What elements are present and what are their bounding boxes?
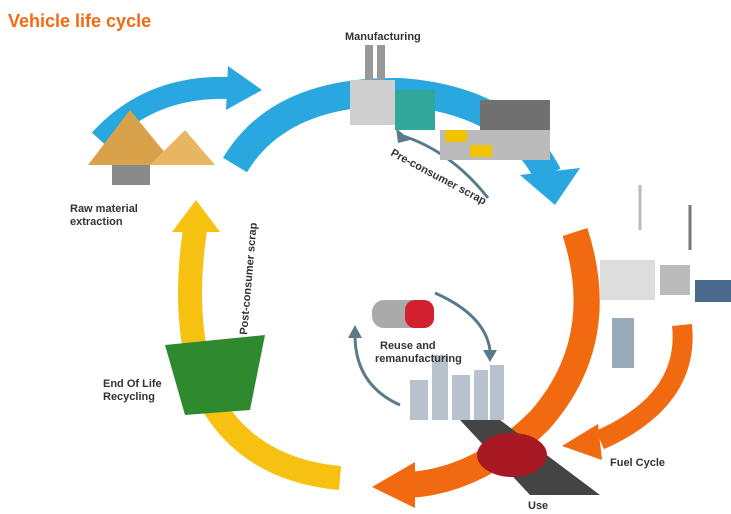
node-label: Recycling	[103, 391, 155, 403]
node-label: Reuse and	[380, 340, 436, 352]
node-label: End Of Life	[103, 378, 162, 390]
node-label: Manufacturing	[345, 31, 421, 43]
node-label: Post-consumer scrap	[238, 222, 260, 335]
diagram: Vehicle life cycle	[0, 0, 731, 514]
node-label: Raw material	[70, 203, 138, 215]
node-label: extraction	[70, 216, 123, 228]
node-label: remanufacturing	[375, 353, 462, 365]
bin	[165, 335, 265, 415]
energy	[600, 185, 731, 368]
node-label: Fuel Cycle	[610, 457, 665, 469]
reuse-car	[372, 300, 434, 328]
node-label: Use	[528, 500, 548, 512]
title: Vehicle life cycle	[8, 11, 151, 31]
